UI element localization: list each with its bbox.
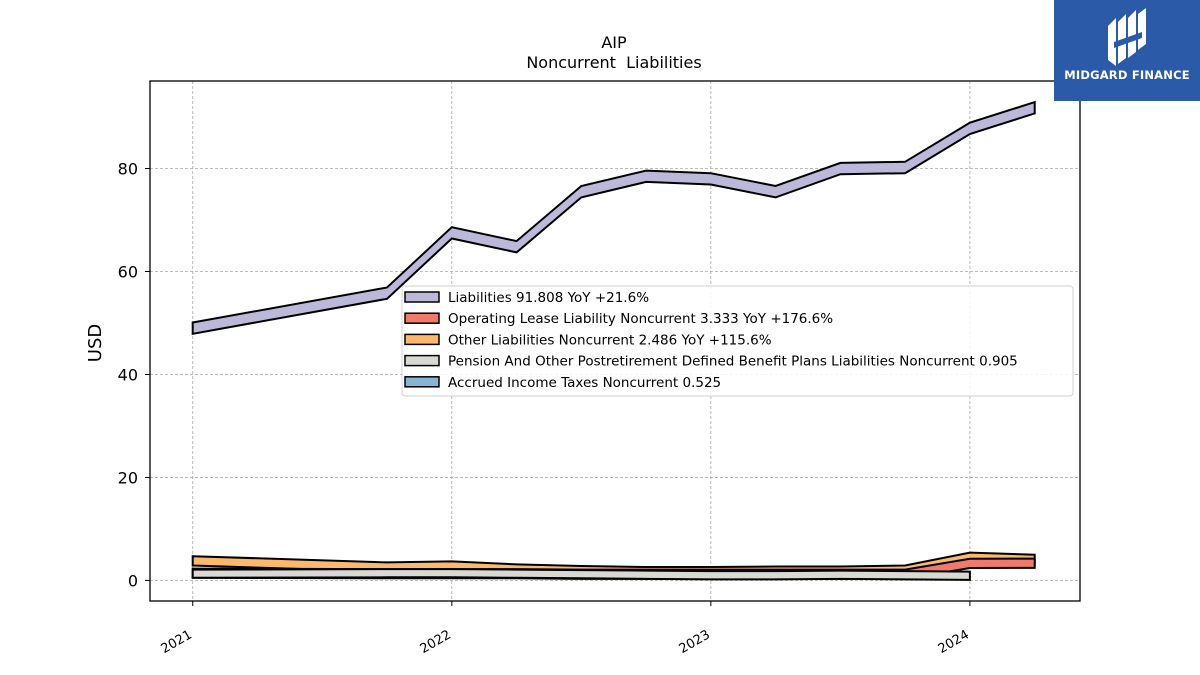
legend-entry: Other Liabilities Noncurrent 2.486 YoY +… bbox=[448, 332, 772, 348]
axis-ticks: 0 20 40 60 80 2021 2022 2023 2024 bbox=[118, 160, 972, 657]
legend-box bbox=[401, 285, 1074, 397]
x-tick-label: 2024 bbox=[936, 627, 972, 657]
x-tick-label: 2022 bbox=[418, 627, 454, 657]
x-tick-label: 2021 bbox=[159, 627, 195, 657]
y-tick-label: 40 bbox=[118, 365, 138, 384]
legend-entry: Pension And Other Postretirement Defined… bbox=[448, 354, 1018, 370]
legend-entry: Operating Lease Liability Noncurrent 3.3… bbox=[448, 311, 833, 327]
y-axis-label: USD bbox=[85, 324, 106, 362]
series-band-3 bbox=[191, 568, 971, 581]
legend: Liabilities 91.808 YoY +21.6% Operating L… bbox=[401, 285, 1074, 397]
logo-text: MIDGARD FINANCE bbox=[1064, 68, 1190, 82]
brand-logo: MIDGARD FINANCE bbox=[1054, 0, 1200, 101]
x-tick-label: 2023 bbox=[677, 627, 713, 657]
chart-subtitle: Noncurrent Liabilities bbox=[526, 53, 701, 72]
legend-entry: Liabilities 91.808 YoY +21.6% bbox=[448, 290, 649, 306]
series-areas bbox=[191, 100, 1036, 581]
y-tick-label: 60 bbox=[118, 262, 138, 281]
legend-swatch bbox=[404, 354, 440, 367]
plot-frame bbox=[149, 80, 1081, 602]
chart-title: AIP bbox=[601, 33, 627, 52]
legend-swatch bbox=[404, 376, 440, 388]
series-band-0 bbox=[191, 100, 1036, 335]
legend-swatch bbox=[404, 291, 440, 303]
logo-mark-icon bbox=[1108, 8, 1146, 66]
legend-swatch bbox=[404, 333, 440, 346]
y-tick-label: 20 bbox=[118, 468, 138, 487]
y-tick-label: 80 bbox=[118, 160, 138, 179]
y-tick-label: 0 bbox=[128, 571, 138, 590]
legend-entry: Accrued Income Taxes Noncurrent 0.525 bbox=[448, 375, 721, 391]
legend-swatch bbox=[404, 312, 440, 324]
